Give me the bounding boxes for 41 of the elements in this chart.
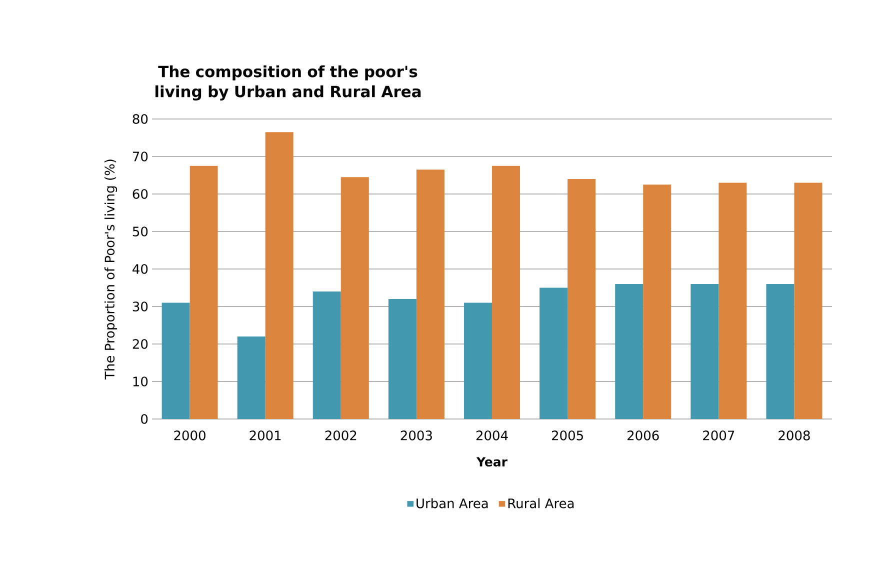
bar <box>312 292 341 419</box>
bar <box>190 166 218 419</box>
bar <box>766 284 794 419</box>
chart-title: The composition of the poor's living by Urban and Rural Area <box>155 65 421 100</box>
bar <box>643 184 672 419</box>
bar <box>416 170 444 419</box>
bar <box>265 132 294 419</box>
bar <box>690 284 719 419</box>
y-tick-label: 40 <box>132 264 148 274</box>
legend-label: Rural Area <box>508 498 574 508</box>
bar <box>718 182 747 419</box>
y-tick-label: 80 <box>132 114 148 124</box>
bar <box>162 302 190 419</box>
x-axis-title: Year <box>476 457 508 467</box>
x-tick-label: 2003 <box>400 430 432 440</box>
bar <box>615 284 644 419</box>
x-tick-label: 2007 <box>703 430 734 440</box>
x-tick-label: 2006 <box>628 430 659 440</box>
bar <box>540 288 568 419</box>
legend-label: Urban Area <box>416 498 488 508</box>
bar <box>568 179 596 419</box>
y-tick-label: 10 <box>133 376 148 386</box>
x-tick-label: 2000 <box>174 430 206 440</box>
y-tick-label: 60 <box>132 189 148 199</box>
bar <box>464 302 492 419</box>
y-tick-label: 0 <box>141 414 148 424</box>
x-tick-label: 2002 <box>325 430 356 440</box>
bar <box>340 177 369 419</box>
x-tick-label: 2004 <box>476 430 508 440</box>
x-tick-label: 2001 <box>250 430 281 440</box>
y-axis-title: The Proportion of Poor's living (%) <box>104 160 118 380</box>
y-tick-label: 50 <box>132 226 148 236</box>
y-tick-label: 20 <box>132 339 148 349</box>
x-tick-label: 2008 <box>778 430 810 440</box>
y-tick-label: 30 <box>132 302 148 312</box>
bar <box>492 166 520 419</box>
y-tick-label: 70 <box>132 152 148 162</box>
bar <box>794 182 822 419</box>
bar <box>388 299 416 419</box>
x-tick-label: 2005 <box>552 430 583 440</box>
bar <box>237 336 266 419</box>
